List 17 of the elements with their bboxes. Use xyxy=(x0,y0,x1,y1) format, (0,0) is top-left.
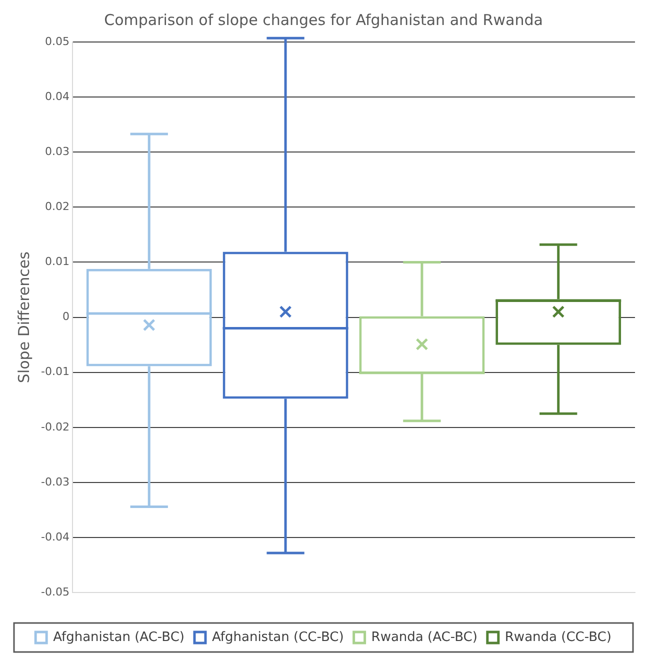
y-tick-label: 0.02 xyxy=(44,200,70,214)
legend-label: Rwanda (CC-BC) xyxy=(504,630,612,645)
y-tick-label: -0.04 xyxy=(40,530,70,544)
y-tick-label: 0 xyxy=(62,310,70,324)
y-tick-label: -0.02 xyxy=(40,420,70,434)
legend-label: Afghanistan (AC-BC) xyxy=(53,630,184,645)
y-tick-label: 0.05 xyxy=(44,34,70,48)
legend-label: Rwanda (AC-BC) xyxy=(371,630,478,645)
y-tick-label: -0.05 xyxy=(40,585,70,598)
y-tick-label: 0.01 xyxy=(44,255,70,268)
legend-label: Afghanistan (CC-BC) xyxy=(212,630,344,645)
chart-title: Comparison of slope changes for Afghanistan and Rwanda xyxy=(104,10,543,29)
y-tick-label: 0.03 xyxy=(44,144,70,158)
y-tick-label: 0.04 xyxy=(44,90,70,103)
y-tick-label: -0.03 xyxy=(40,475,70,488)
y-tick-label: -0.01 xyxy=(40,365,70,378)
y-axis-title: Slope Differences xyxy=(14,251,33,384)
